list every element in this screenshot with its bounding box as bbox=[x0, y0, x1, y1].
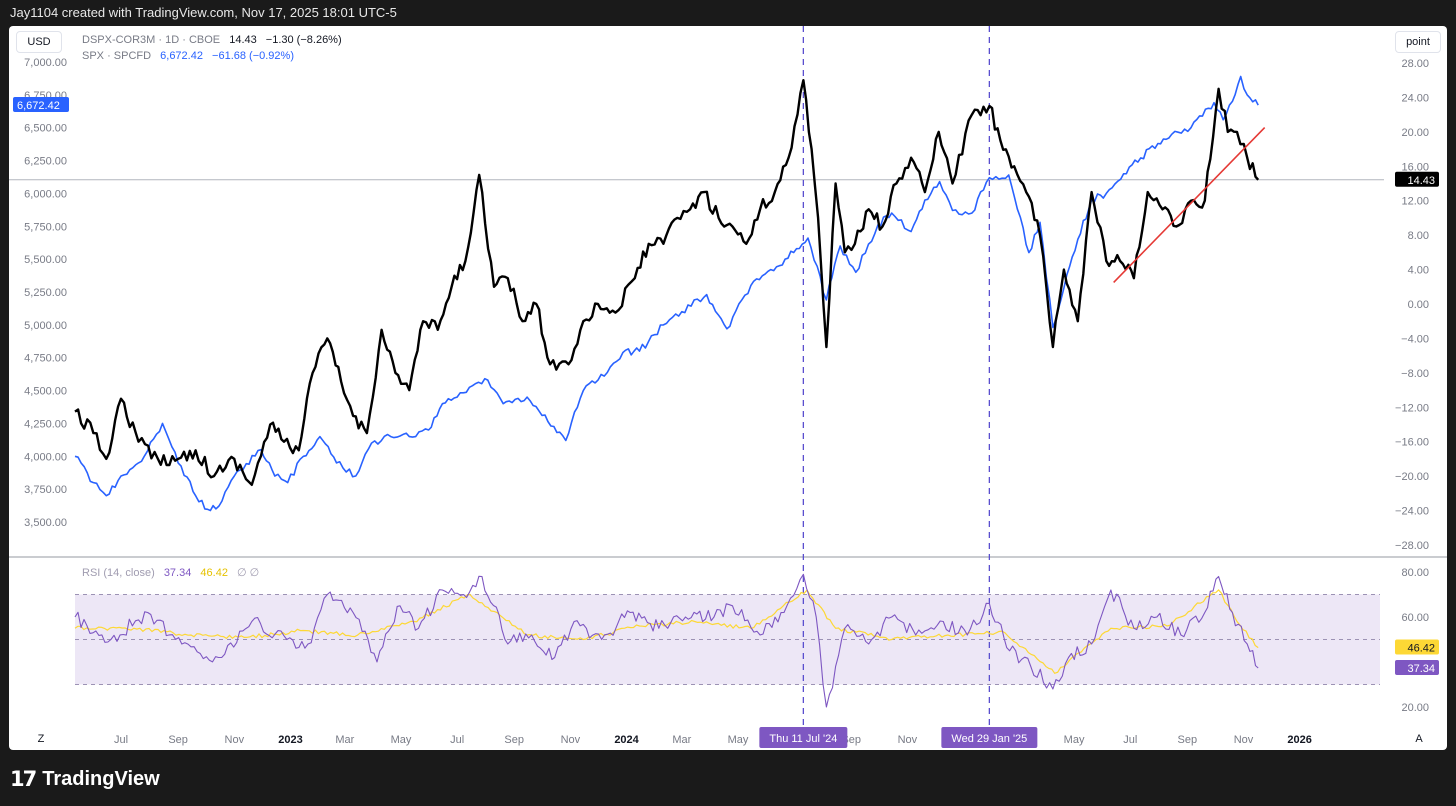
left-tick-label: 6,250.00 bbox=[24, 156, 67, 168]
left-tick-label: 4,500.00 bbox=[24, 386, 67, 398]
trendline[interactable] bbox=[1113, 126, 1266, 284]
left-tick-label: 6,500.00 bbox=[24, 123, 67, 135]
left-tick-label: 5,000.00 bbox=[24, 320, 67, 332]
time-tick-label: Jul bbox=[450, 734, 464, 746]
left-tick-label: 7,000.00 bbox=[24, 57, 67, 69]
time-axis[interactable]: Jul Sep Nov 2023 Mar May Jul Sep Nov 2024 Mar May Ju… bbox=[114, 734, 1312, 746]
dspx-series-line[interactable] bbox=[74, 79, 1260, 486]
right-tick-label: −28.00 bbox=[1395, 540, 1429, 552]
svg-text:46.42: 46.42 bbox=[1407, 643, 1435, 655]
right-tick-label: 12.00 bbox=[1401, 196, 1429, 208]
right-tick-label: 16.00 bbox=[1401, 161, 1429, 173]
caption-text: Jay1104 created with TradingView.com, No… bbox=[10, 5, 397, 20]
time-tick-label: May bbox=[1064, 734, 1085, 746]
rsi-axis: 80.00 60.00 20.00 bbox=[1401, 567, 1429, 714]
right-tick-label: 20.00 bbox=[1401, 127, 1429, 139]
svg-text:6,672.42: 6,672.42 bbox=[17, 100, 60, 112]
left-tick-label: 5,500.00 bbox=[24, 254, 67, 266]
time-tick-label: Nov bbox=[561, 734, 581, 746]
chart-svg[interactable]: 7,000.006,750.006,500.006,250.006,000.00… bbox=[9, 26, 1447, 750]
time-tick-label: Sep bbox=[504, 734, 524, 746]
left-tick-label: 5,750.00 bbox=[24, 221, 67, 233]
time-tick-label: 2024 bbox=[614, 734, 639, 746]
rsi-legend: RSI (14, close) 37.34 46.42 ∅ ∅ bbox=[82, 567, 259, 579]
svg-text:37.34: 37.34 bbox=[1407, 663, 1435, 675]
currency-button[interactable]: USD bbox=[16, 31, 62, 53]
tradingview-logo-icon: 17 bbox=[10, 767, 37, 791]
left-tick-label: 4,250.00 bbox=[24, 418, 67, 430]
left-tick-label: 3,500.00 bbox=[24, 517, 67, 529]
svg-text:Thu 11 Jul '24: Thu 11 Jul '24 bbox=[769, 733, 837, 745]
spx-last-badge: 6,672.42 bbox=[13, 97, 69, 113]
right-tick-label: −16.00 bbox=[1395, 437, 1429, 449]
svg-text:Wed 29 Jan '25: Wed 29 Jan '25 bbox=[951, 733, 1027, 745]
time-tick-label: Jul bbox=[114, 734, 128, 746]
auto-scale-button[interactable]: A bbox=[1409, 729, 1429, 749]
caption-bar: Jay1104 created with TradingView.com, No… bbox=[0, 0, 1456, 26]
main-legend: DSPX-COR3M · 1D · CBOE 14.43 −1.30 (−8.2… bbox=[82, 34, 342, 46]
time-tick-label: Mar bbox=[335, 734, 354, 746]
time-tick-label: May bbox=[728, 734, 749, 746]
right-tick-label: 8.00 bbox=[1408, 230, 1429, 242]
time-tick-label: 2023 bbox=[278, 734, 302, 746]
right-tick-label: −12.00 bbox=[1395, 402, 1429, 414]
rsi-line[interactable] bbox=[74, 573, 1259, 708]
time-tick-label: 2026 bbox=[1287, 734, 1311, 746]
left-tick-label: 5,250.00 bbox=[24, 287, 67, 299]
tradingview-logo-text: TradingView bbox=[42, 767, 160, 790]
right-tick-label: −24.00 bbox=[1395, 506, 1429, 518]
time-tick-label: Nov bbox=[898, 734, 918, 746]
main-last-badge: 14.43 bbox=[1395, 171, 1439, 187]
right-tick-label: 0.00 bbox=[1408, 299, 1429, 311]
zoom-z-button[interactable]: Z bbox=[31, 729, 51, 749]
time-tick-label: Jul bbox=[1123, 734, 1137, 746]
left-tick-label: 4,750.00 bbox=[24, 353, 67, 365]
left-axis: 7,000.006,750.006,500.006,250.006,000.00… bbox=[24, 57, 67, 529]
right-tick-label: −4.00 bbox=[1401, 333, 1429, 345]
scale-mode-button[interactable]: point bbox=[1395, 31, 1441, 53]
time-tick-label: May bbox=[391, 734, 412, 746]
svg-text:14.43: 14.43 bbox=[1407, 175, 1435, 187]
crosshair-label-1: Wed 29 Jan '25 bbox=[941, 727, 1038, 748]
rsi-tick-label: 60.00 bbox=[1401, 612, 1429, 624]
right-tick-label: −20.00 bbox=[1395, 471, 1429, 483]
rsi-last-badge: 37.34 bbox=[1395, 659, 1439, 675]
left-tick-label: 4,000.00 bbox=[24, 451, 67, 463]
time-tick-label: Sep bbox=[168, 734, 188, 746]
left-tick-label: 6,000.00 bbox=[24, 188, 67, 200]
time-tick-label: Nov bbox=[225, 734, 245, 746]
rsi-tick-label: 80.00 bbox=[1401, 567, 1429, 579]
left-tick-label: 3,750.00 bbox=[24, 484, 67, 496]
time-tick-label: Nov bbox=[1234, 734, 1254, 746]
right-tick-label: 24.00 bbox=[1401, 92, 1429, 104]
chart-panel[interactable]: 7,000.00 6,750.00 6,500.00 6,250.00 6,000.00… bbox=[9, 26, 1447, 750]
time-tick-label: Sep bbox=[1178, 734, 1198, 746]
right-tick-label: −8.00 bbox=[1401, 368, 1429, 380]
rsi-tick-label: 20.00 bbox=[1401, 702, 1429, 714]
spx-legend: SPX · SPCFD 6,672.42 −61.68 (−0.92%) bbox=[82, 50, 294, 62]
right-axis: 28.00 24.00 20.00 16.00 12.00 8.00 4.00 0.00 −4.… bbox=[1395, 58, 1429, 552]
rsi-ma-line[interactable] bbox=[74, 588, 1259, 675]
right-tick-label: 28.00 bbox=[1401, 58, 1429, 70]
time-tick-label: Mar bbox=[672, 734, 691, 746]
footer: 17 TradingView bbox=[0, 752, 1456, 806]
crosshair-label-0: Thu 11 Jul '24 bbox=[759, 727, 848, 748]
right-tick-label: 4.00 bbox=[1408, 265, 1429, 277]
tradingview-logo[interactable]: 17 TradingView bbox=[10, 766, 160, 792]
rsi-ma-badge: 46.42 bbox=[1395, 639, 1439, 655]
